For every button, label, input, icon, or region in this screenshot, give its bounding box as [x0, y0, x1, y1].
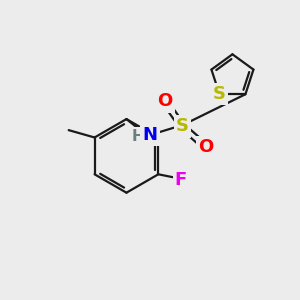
- Text: H: H: [132, 129, 145, 144]
- Text: O: O: [198, 138, 214, 156]
- Text: S: S: [176, 117, 189, 135]
- Text: N: N: [142, 126, 158, 144]
- Text: O: O: [157, 92, 172, 110]
- Text: S: S: [213, 85, 226, 103]
- Text: F: F: [175, 171, 187, 189]
